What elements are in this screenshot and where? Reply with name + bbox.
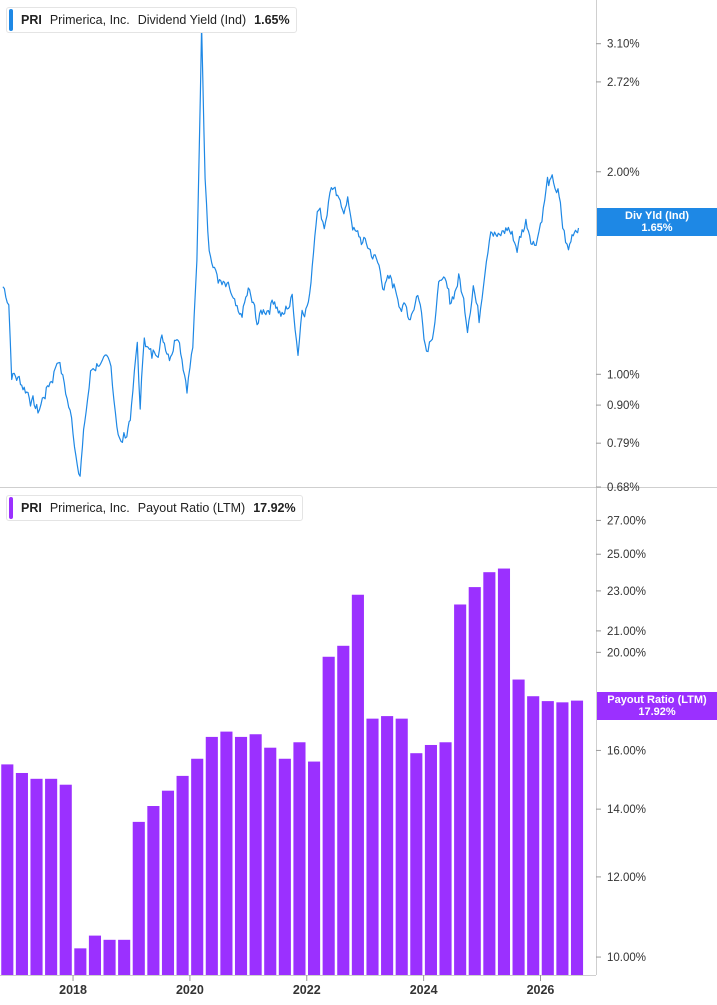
payout-ratio-bar [381,716,394,975]
x-tick-label: 2018 [59,983,87,997]
legend-dividend-yield[interactable]: PRI Primerica, Inc. Dividend Yield (Ind)… [6,7,297,33]
payout-ratio-bar [512,679,525,975]
payout-ratio-bar [497,568,511,975]
y-tick-label: 0.79% [607,438,640,450]
legend-value: 1.65% [254,13,290,27]
y-tick-label: 3.10% [607,39,640,51]
payout-ratio-bar [234,736,248,975]
legend-metric: Dividend Yield (Ind) [137,13,247,27]
payout-ratio-bar [30,778,43,975]
payout-ratio-bar [293,742,306,975]
y-tick-label: 2.72% [607,77,640,89]
y-axis-ticks-top: 3.10% 2.72% 2.00% 1.00% 0.90% 0.79% 0.68% [596,39,640,494]
y-tick-label: 0.68% [607,482,640,494]
y-tick-label: 1.00% [607,369,640,381]
legend-company: Primerica, Inc. [49,501,130,515]
payout-ratio-bar [527,696,540,975]
y-axis-ticks-bottom: 27.00% 25.00% 23.00% 21.00% 20.00% 16.00% 14.0… [596,515,646,964]
payout-ratio-bar [468,587,481,975]
current-value-tag-payout-ratio: Payout Ratio (LTM) 17.92% [597,692,717,720]
payout-ratio-bar [454,604,467,975]
payout-ratio-bar [366,718,379,975]
tag-label: Div Yld (Ind) [625,210,689,222]
payout-ratio-bar [161,790,175,975]
payout-ratio-bar [351,594,364,975]
payout-ratio-bar [249,734,262,975]
payout-ratio-bar [439,742,452,975]
y-tick-label: 20.00% [607,647,646,659]
legend-swatch-dividend-yield [9,9,13,31]
payout-ratio-bar [176,775,189,975]
payout-ratio-bar [541,701,554,975]
payout-ratio-bars [1,568,584,975]
x-tick-label: 2024 [410,983,438,997]
payout-ratio-bar [220,731,233,975]
y-tick-label: 14.00% [607,804,646,816]
x-tick-label: 2026 [527,983,555,997]
payout-ratio-bar [74,948,87,975]
payout-ratio-bar [337,645,350,975]
payout-ratio-bar [483,572,496,975]
payout-ratio-bar [278,758,291,975]
payout-ratio-bar [45,778,58,975]
payout-ratio-bar [322,656,335,975]
y-tick-label: 0.90% [607,400,640,412]
tag-label: Payout Ratio (LTM) [607,694,707,706]
payout-ratio-bar [570,700,584,975]
y-tick-label: 23.00% [607,586,646,598]
payout-ratio-bar [191,758,204,975]
tag-value: 1.65% [641,222,673,234]
legend-ticker: PRI [21,501,42,515]
y-tick-label: 2.00% [607,167,640,179]
payout-ratio-bar [556,702,569,975]
payout-ratio-bar [1,764,14,975]
legend-metric: Payout Ratio (LTM) [137,501,246,515]
payout-ratio-bar [308,761,321,975]
payout-ratio-bar [424,744,437,975]
current-value-tag-dividend-yield: Div Yld (Ind) 1.65% [597,208,717,236]
y-tick-label: 10.00% [607,952,646,964]
payout-ratio-bar [103,939,116,975]
y-tick-label: 21.00% [607,626,646,638]
x-tick-label: 2020 [176,983,204,997]
legend-payout-ratio[interactable]: PRI Primerica, Inc. Payout Ratio (LTM) 1… [6,495,303,521]
legend-swatch-payout-ratio [9,497,13,519]
legend-ticker: PRI [21,13,42,27]
x-tick-label: 2022 [293,983,321,997]
payout-ratio-bar [88,935,102,975]
y-tick-label: 27.00% [607,515,646,527]
payout-ratio-bar [410,753,423,975]
dividend-yield-line [2,25,580,477]
legend-company: Primerica, Inc. [49,13,130,27]
legend-value: 17.92% [253,501,296,515]
y-tick-label: 12.00% [607,872,646,884]
payout-ratio-bar [118,939,131,975]
x-axis-ticks: 2018 2020 2022 2024 2026 [59,975,554,997]
tag-value: 17.92% [638,706,676,718]
y-tick-label: 25.00% [607,549,646,561]
payout-ratio-bar [264,747,277,975]
y-tick-label: 16.00% [607,745,646,757]
payout-ratio-bar [147,806,160,975]
payout-ratio-bar [59,784,72,975]
payout-ratio-bar [205,736,218,975]
payout-ratio-bar [15,772,28,975]
payout-ratio-bar [395,718,408,975]
payout-ratio-bar [132,821,145,975]
